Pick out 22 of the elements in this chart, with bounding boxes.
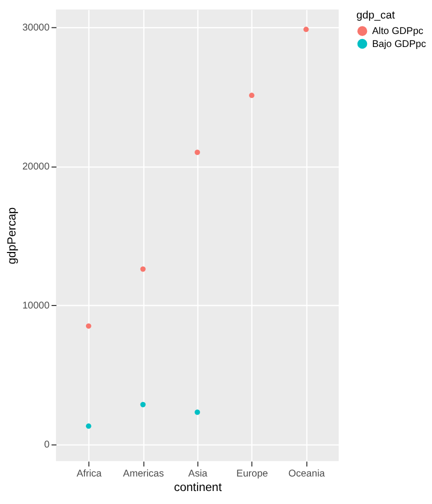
y-tick-label: 30000 [22, 22, 50, 34]
legend-label: Bajo GDPpc [372, 38, 426, 50]
y-axis-title: gdpPercap [5, 206, 18, 264]
y-tick-label: 10000 [22, 300, 50, 312]
legend-title: gdp_cat [356, 9, 395, 22]
point [140, 402, 146, 408]
point [303, 26, 309, 32]
point [249, 92, 254, 98]
point [194, 150, 200, 156]
point [86, 423, 92, 429]
y-tick-label: 0 [44, 440, 50, 451]
point [86, 323, 92, 329]
x-axis-title: continent [174, 481, 222, 494]
point [140, 266, 146, 272]
legend-label: Alto GDPpc [372, 26, 424, 38]
x-tick-label: Africa [76, 468, 102, 480]
x-tick-label: Americas [123, 468, 164, 480]
x-tick-label: Asia [188, 468, 208, 480]
x-tick-label: Oceania [288, 468, 326, 480]
x-tick-label: Europe [236, 468, 269, 480]
y-tick-label: 20000 [22, 162, 50, 173]
point [194, 410, 200, 415]
